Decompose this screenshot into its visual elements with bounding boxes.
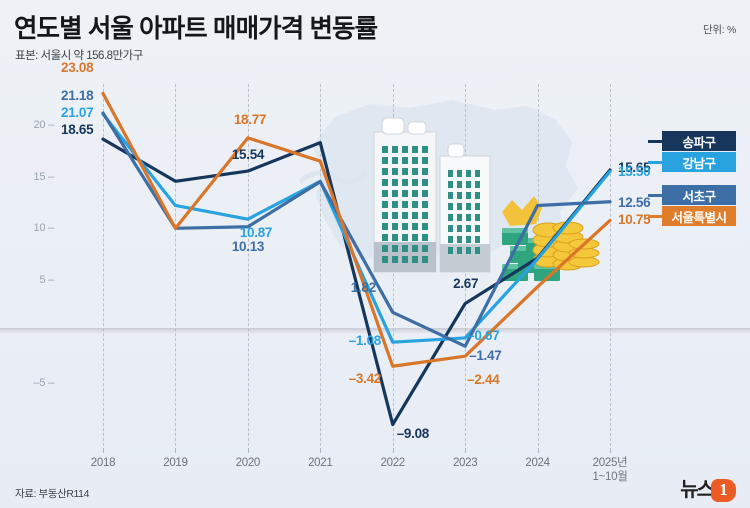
data-value-label: –1.47 — [469, 348, 502, 364]
x-gridline — [247, 84, 249, 446]
series-line — [101, 137, 612, 427]
legend-label: 서울특별시 — [662, 206, 736, 226]
x-axis-tickmark — [320, 448, 322, 453]
x-axis-tickmark — [175, 448, 177, 453]
data-value-label: 15.54 — [231, 147, 265, 163]
data-value-label: 12.56 — [618, 194, 651, 210]
x-axis-tick-label: 2021 — [308, 457, 333, 469]
legend-item-2[interactable]: 강남구 — [648, 152, 736, 172]
legend-connector-line — [648, 160, 662, 164]
x-axis-tickmark — [103, 448, 104, 453]
legend-item-3[interactable]: 서초구 — [648, 185, 736, 205]
data-value-label: 21.07 — [61, 105, 94, 121]
sample-note: 표본: 서울시 약 156.8만가구 — [15, 50, 143, 62]
page-title: 연도별 서울 아파트 매매가격 변동률 — [14, 15, 378, 43]
data-value-label: 15.65 — [618, 159, 651, 175]
x-axis-tick-label: 2018 — [90, 457, 116, 469]
series-line — [101, 91, 612, 368]
news1-logo: 뉴스 — [680, 478, 736, 502]
x-axis-tickmark — [537, 448, 539, 453]
legend-connector-line — [648, 139, 662, 143]
y-axis-tick: –5– — [33, 376, 55, 389]
legend-connector-line — [648, 193, 662, 197]
unit-label: 단위: % — [703, 24, 736, 36]
legend-item-4[interactable]: 서울특별시 — [648, 206, 736, 226]
logo-numeral-icon — [711, 478, 736, 502]
data-value-label: 2.67 — [453, 275, 479, 291]
x-axis-tick-label: 2024 — [525, 457, 550, 469]
data-value-label: –0.67 — [467, 327, 500, 343]
y-axis-tick: 10– — [33, 222, 55, 235]
y-axis-tick: 20– — [33, 119, 55, 132]
data-value-label: –1.08 — [348, 333, 382, 349]
data-value-label: –3.42 — [348, 371, 382, 387]
y-axis-tick: 5– — [39, 273, 54, 286]
data-value-label: 10.87 — [239, 225, 273, 241]
x-axis-tickmark — [610, 448, 611, 453]
logo-wordmark: 뉴스 — [680, 479, 715, 501]
line-chart: 20– 15– 10– 5– –5– 2018 2019 2020 2021 2022 2023 20… — [0, 60, 750, 483]
x-axis-tickmark — [392, 448, 394, 453]
legend-connector-line — [648, 214, 662, 218]
x-gridline — [103, 84, 104, 446]
x-axis-tick-label: 2023 — [452, 457, 478, 469]
data-value-label: 10.13 — [231, 238, 265, 254]
y-axis-tick: 15– — [33, 170, 55, 183]
legend-label: 강남구 — [662, 152, 736, 172]
data-value-label: 23.08 — [61, 60, 94, 76]
zero-axis-line — [0, 328, 750, 336]
x-axis-tick-label: 2025년 1~10월 — [592, 457, 628, 484]
source-note: 자료: 부동산R114 — [15, 488, 90, 500]
data-value-label: 18.77 — [233, 111, 267, 127]
series-lines — [101, 91, 612, 427]
data-value-label: 10.75 — [618, 212, 651, 228]
x-axis-tick-label: 2019 — [163, 457, 188, 469]
x-axis-tick-label: 2022 — [380, 457, 406, 469]
legend-item-1[interactable]: 송파구 — [648, 131, 736, 151]
legend-label: 송파구 — [662, 131, 736, 151]
x-gridline — [320, 84, 322, 446]
series-line — [101, 111, 612, 348]
x-gridline — [610, 84, 611, 446]
x-axis-tickmark — [247, 448, 249, 453]
x-axis-tick-label: 2020 — [235, 457, 261, 469]
data-value-label: 1.82 — [350, 280, 376, 296]
data-value-label: –9.08 — [396, 425, 430, 441]
x-axis-tick-sublabel: 1~10월 — [592, 471, 628, 484]
legend-label: 서초구 — [662, 185, 736, 205]
x-gridline — [175, 84, 177, 446]
data-value-label: –2.44 — [467, 372, 500, 388]
data-value-label: 18.65 — [61, 122, 94, 138]
data-value-label: 21.18 — [61, 88, 94, 104]
x-axis-tickmark — [465, 448, 467, 453]
data-value-label: 15.50 — [618, 163, 651, 179]
